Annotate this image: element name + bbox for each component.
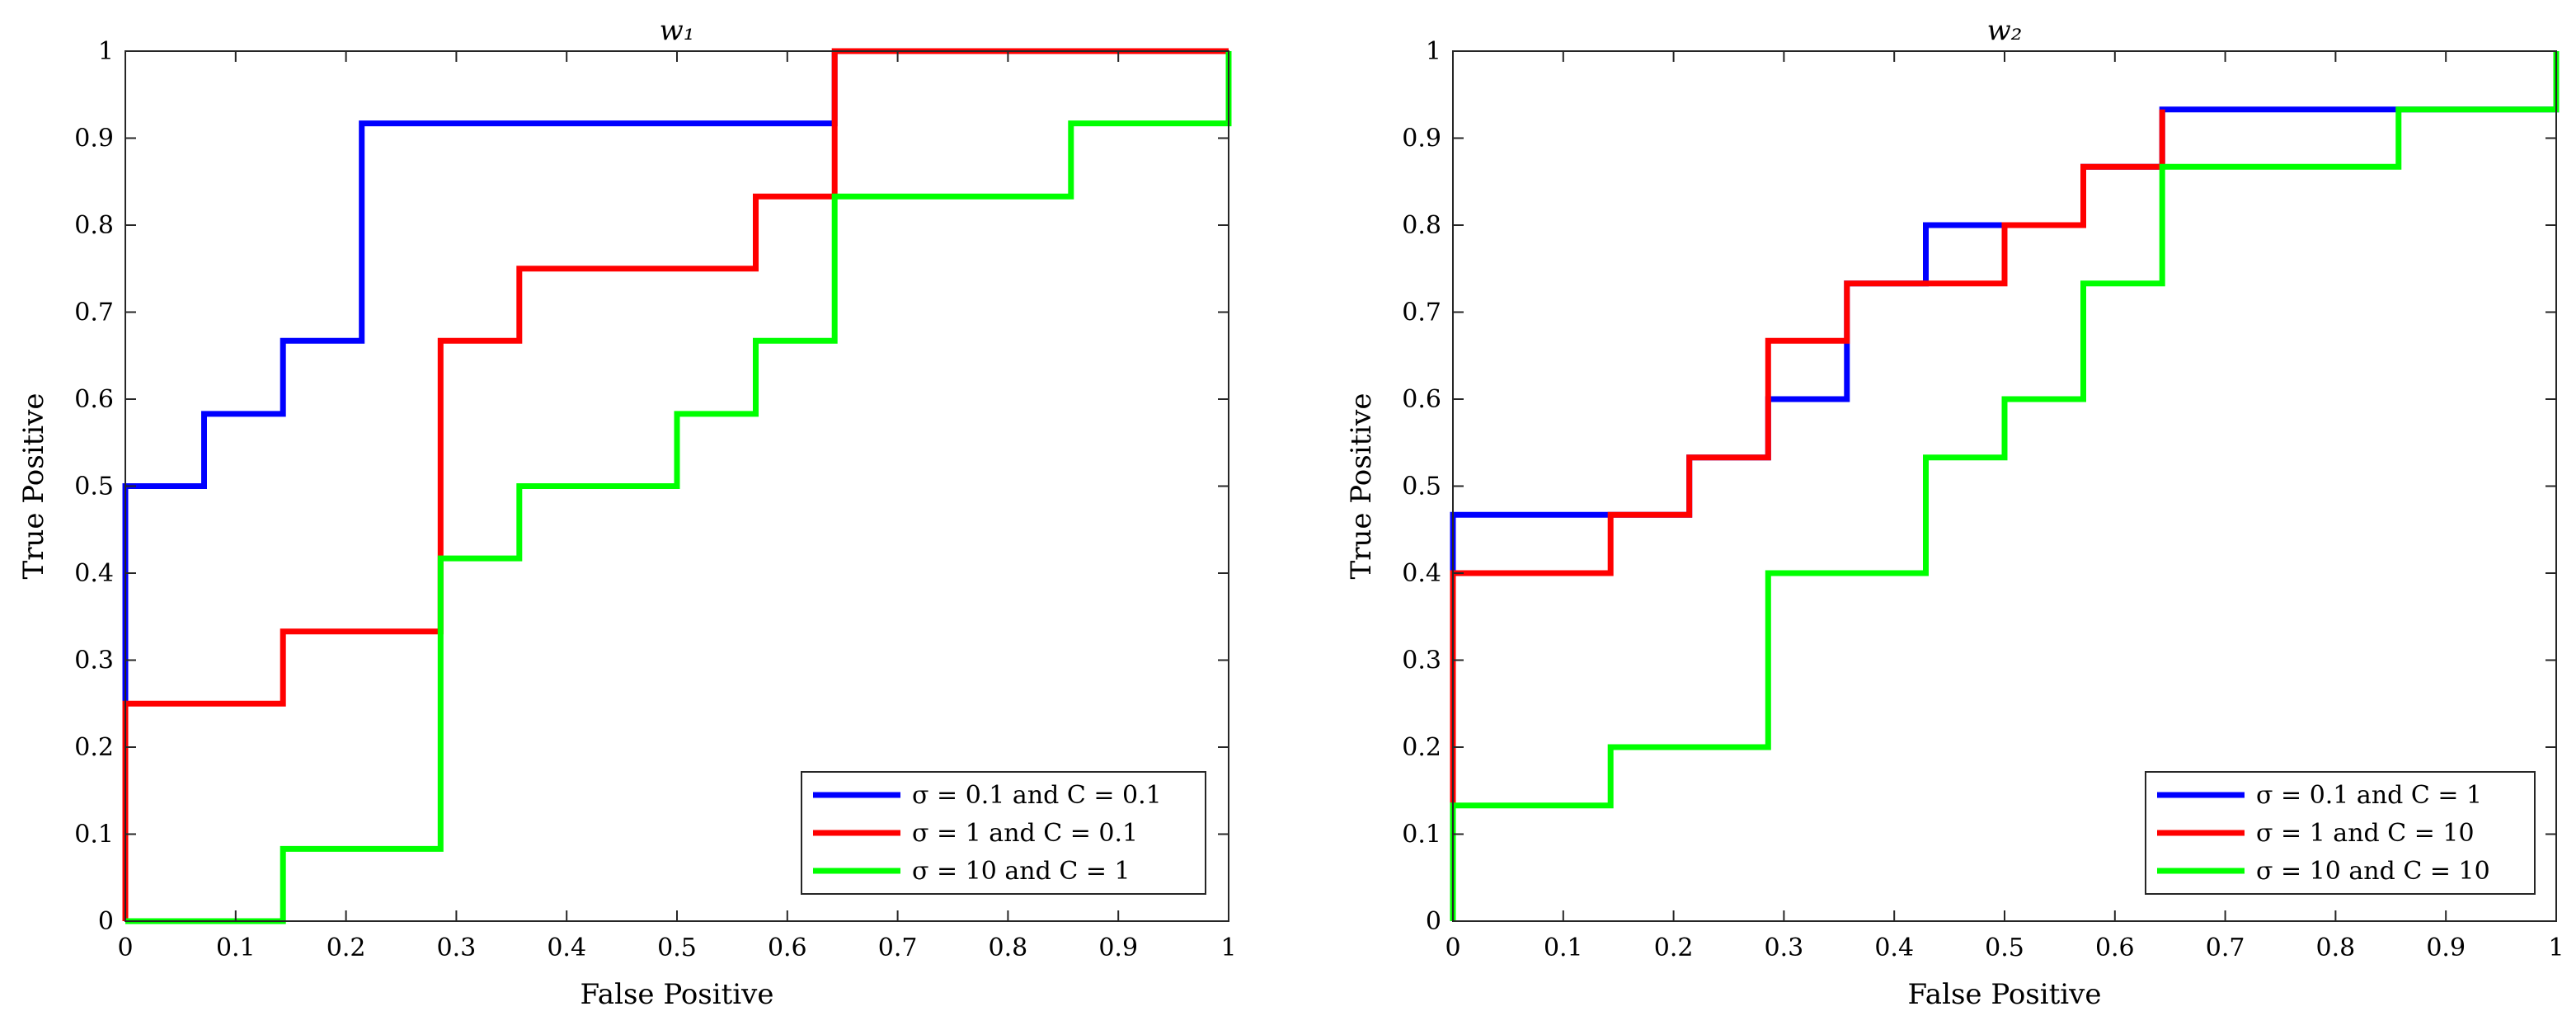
x-tick-label: 1 (2548, 934, 2564, 962)
x-axis-title: False Positive (581, 978, 774, 1011)
legend-entry-2: σ = 1 and C = 0.1 (912, 819, 1138, 848)
legend-entry-3: σ = 10 and C = 1 (912, 857, 1131, 886)
y-tick-label: 0.7 (74, 299, 114, 327)
x-axis: 0 0.1 0.2 0.3 0.4 0.5 0.6 0.7 0.8 0.9 1 (1445, 51, 2564, 962)
legend-entry-1: σ = 0.1 and C = 1 (2256, 781, 2482, 810)
x-tick-label: 0.7 (878, 934, 918, 962)
series-line-3 (1450, 51, 2560, 921)
x-tick-label: 0.7 (2206, 934, 2245, 962)
y-tick-label: 0 (1426, 907, 1441, 936)
y-axis-title: True Positive (1345, 393, 1378, 580)
y-tick-label: 0.6 (1402, 385, 1441, 414)
x-axis-title: False Positive (1908, 978, 2102, 1011)
x-axis: 0 0.1 0.2 0.3 0.4 0.5 0.6 0.7 0.8 0.9 1 (117, 51, 1237, 962)
legend: σ = 0.1 and C = 1 σ = 1 and C = 10 σ = 10 … (2145, 771, 2536, 895)
x-tick-label: 0.8 (989, 934, 1028, 962)
y-axis: 0 0.1 0.2 0.3 0.4 0.5 0.6 0.7 0.8 0.9 1 (1402, 37, 2556, 936)
y-axis: 0 0.1 0.2 0.3 0.4 0.5 0.6 0.7 0.8 0.9 1 (74, 37, 1229, 936)
y-tick-label: 0.3 (1402, 647, 1441, 675)
y-tick-label: 0.5 (1402, 473, 1441, 501)
y-tick-label: 0 (98, 907, 114, 936)
y-tick-label: 0.9 (1402, 125, 1441, 153)
y-tick-label: 0.2 (1402, 733, 1441, 762)
y-tick-label: 0.9 (74, 125, 114, 153)
y-tick-label: 0.2 (74, 733, 114, 762)
x-tick-label: 0.9 (2426, 934, 2466, 962)
chart-title: w₂ (1987, 14, 2023, 47)
x-tick-label: 0.4 (547, 934, 586, 962)
y-tick-label: 0.1 (1402, 821, 1441, 849)
series-line-2 (1450, 109, 2165, 806)
legend-entry-1: σ = 0.1 and C = 0.1 (912, 781, 1162, 810)
y-tick-label: 0.4 (1402, 559, 1441, 588)
legend-entry-2: σ = 1 and C = 10 (2256, 819, 2475, 848)
y-tick-label: 0.3 (74, 647, 114, 675)
chart-title: w₁ (660, 14, 695, 47)
chart-panel-2: 0 0.1 0.2 0.3 0.4 0.5 0.6 0.7 0.8 0.9 100.10.20.30… (1345, 14, 2564, 1011)
y-tick-label: 0.7 (1402, 299, 1441, 327)
x-tick-label: 0.9 (1098, 934, 1138, 962)
x-tick-label: 0.3 (437, 934, 477, 962)
series-line-3 (125, 51, 1232, 924)
series-group (1450, 51, 2560, 921)
x-tick-label: 0.2 (327, 934, 366, 962)
x-tick-label: 0.6 (768, 934, 807, 962)
x-tick-label: 0.5 (657, 934, 697, 962)
y-tick-label: 0.1 (74, 821, 114, 849)
x-tick-label: 0.4 (1874, 934, 1914, 962)
legend-entry-3: σ = 10 and C = 10 (2256, 857, 2490, 886)
y-tick-label: 0.8 (74, 211, 114, 240)
y-axis-title: True Positive (17, 393, 50, 580)
y-tick-label: 0.4 (74, 559, 114, 588)
y-tick-label: 1 (98, 37, 114, 66)
x-tick-label: 0.3 (1765, 934, 1804, 962)
y-tick-label: 0.5 (74, 473, 114, 501)
x-tick-label: 0.6 (2095, 934, 2135, 962)
x-tick-label: 1 (1220, 934, 1236, 962)
y-tick-label: 0.8 (1402, 211, 1441, 240)
chart-panel-1: 0 0.1 0.2 0.3 0.4 0.5 0.6 0.7 0.8 0.9 100.10.20.30… (17, 14, 1237, 1011)
y-tick-label: 0.6 (74, 385, 114, 414)
x-tick-label: 0.5 (1985, 934, 2024, 962)
x-tick-label: 0.1 (1544, 934, 1583, 962)
x-tick-label: 0 (117, 934, 133, 962)
y-tick-label: 1 (1426, 37, 1441, 66)
legend: σ = 0.1 and C = 0.1 σ = 1 and C = 0.1 σ = … (801, 771, 1206, 895)
x-tick-label: 0 (1445, 934, 1460, 962)
x-tick-label: 0.8 (2316, 934, 2356, 962)
x-tick-label: 0.2 (1654, 934, 1694, 962)
x-tick-label: 0.1 (216, 934, 256, 962)
